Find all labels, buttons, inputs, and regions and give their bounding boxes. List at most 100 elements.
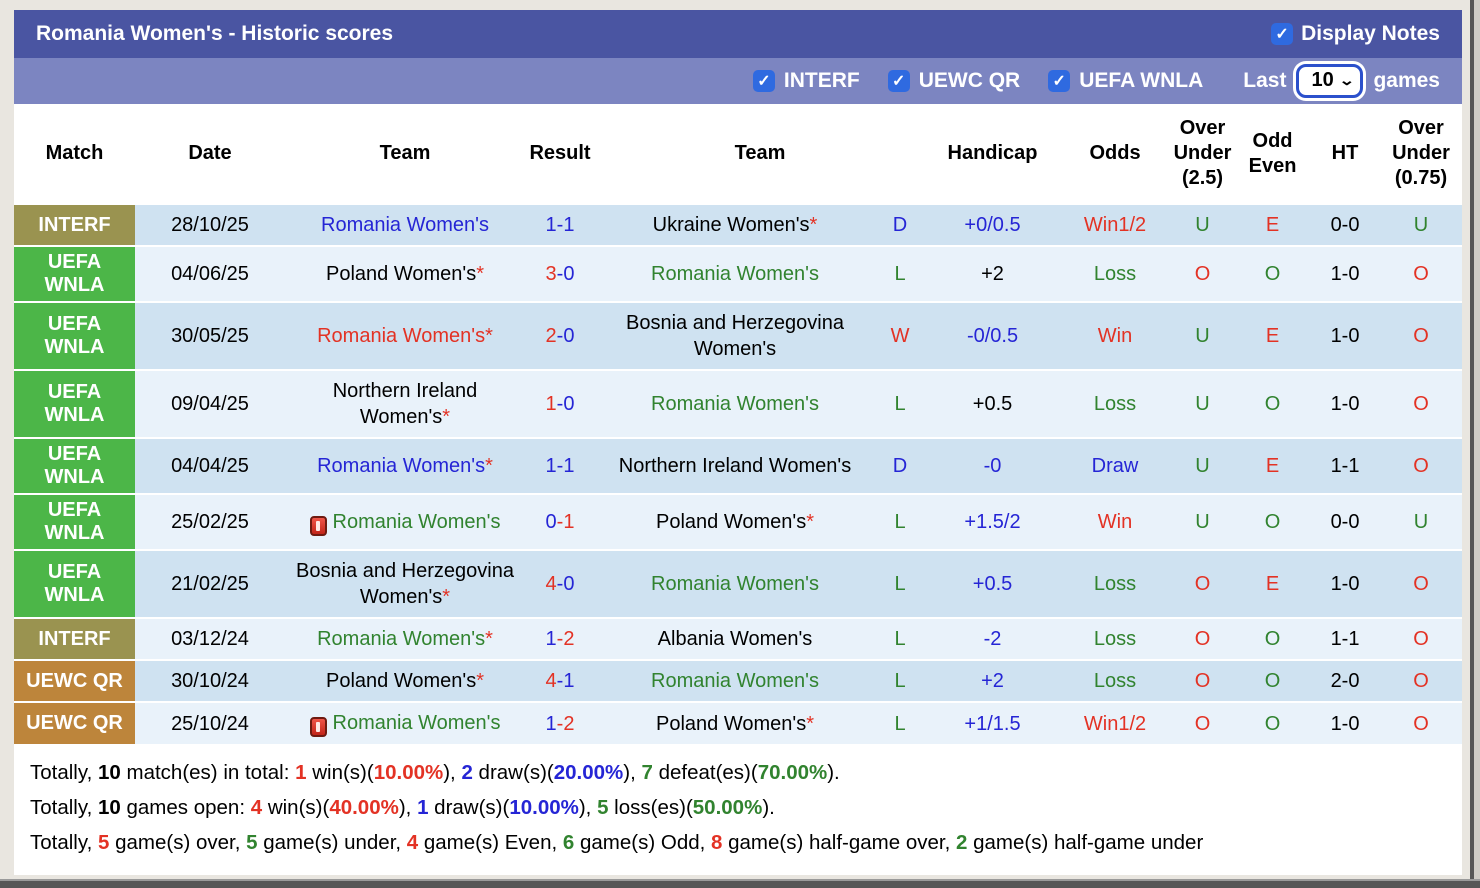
wdl-cell: D xyxy=(875,437,926,494)
home-team-cell: Romania Women's* xyxy=(285,437,525,494)
over-under-0-75-cell: U xyxy=(1380,493,1463,550)
summary-segment: games open: xyxy=(120,796,251,819)
competition-badge: UEFA WNLA xyxy=(14,493,135,550)
half-time-cell: 1-0 xyxy=(1310,701,1381,744)
home-asterisk: * xyxy=(809,214,818,236)
result-cell: 1-1 xyxy=(525,437,595,494)
window-edge-right xyxy=(1470,0,1474,888)
table-row: UEWC QR 30/10/24 Poland Women's* 4-1 Romania… xyxy=(14,659,1463,702)
table-row: UEFA WNLA 21/02/25 Bosnia and Herzegovina … xyxy=(14,549,1463,618)
odd-even-cell: E xyxy=(1235,437,1311,494)
odds-cell: Loss xyxy=(1060,617,1171,660)
table-header: Match Date Team Result Team Handicap Odds Over … xyxy=(14,104,1463,204)
summary-segment: 10.00% xyxy=(509,796,579,819)
wdl-cell: L xyxy=(875,493,926,550)
result-away-score: -1 xyxy=(556,511,575,533)
column-header: Over Under (0.75) xyxy=(1380,104,1463,204)
summary-segment: draw(s)( xyxy=(428,796,510,819)
result-home-score: 0 xyxy=(545,511,557,533)
home-asterisk: * xyxy=(806,712,814,735)
half-time-cell: 1-0 xyxy=(1310,245,1381,302)
table-row: UEWC QR 25/10/24 Romania Women's 1-2 Poland … xyxy=(14,701,1463,744)
result-home-score: 1 xyxy=(545,455,557,477)
summary-segment: 5 xyxy=(597,796,609,819)
result-home-score: 1 xyxy=(545,712,557,735)
over-under-2-5-cell: U xyxy=(1170,493,1236,550)
table-row: UEFA WNLA 04/06/25 Poland Women's* 3-0 Roman… xyxy=(14,245,1463,302)
home-team-cell: Poland Women's* xyxy=(285,245,525,302)
summary-line-open: Totally, 10 games open: 4 win(s)(40.00%)… xyxy=(30,791,1458,826)
match-date: 30/05/25 xyxy=(135,301,285,370)
filter-interf: ✓ INTERF xyxy=(752,69,860,93)
team-name: Romania Women's xyxy=(332,712,501,734)
handicap-cell: -2 xyxy=(925,617,1061,660)
wdl-cell: L xyxy=(875,245,926,302)
home-asterisk: * xyxy=(476,263,484,285)
match-date: 04/06/25 xyxy=(135,245,285,302)
summary-segment: ), xyxy=(443,761,462,784)
filter-bar: ✓ INTERF ✓ UEWC QR ✓ UEFA WNLA Last 10 ⌄… xyxy=(14,58,1462,104)
uefa-wnla-checkbox[interactable]: ✓ xyxy=(1048,70,1071,92)
over-under-0-75-cell: O xyxy=(1380,549,1463,618)
result-away-score: -2 xyxy=(556,628,575,650)
competition-badge: UEFA WNLA xyxy=(14,437,135,494)
over-under-2-5-cell: O xyxy=(1170,659,1236,702)
half-time-cell: 1-0 xyxy=(1310,369,1381,438)
half-time-cell: 0-0 xyxy=(1310,493,1381,550)
result-home-score: 1 xyxy=(545,214,557,236)
odd-even-cell: O xyxy=(1235,493,1311,550)
handicap-cell: +1/1.5 xyxy=(925,701,1061,744)
half-time-cell: 0-0 xyxy=(1310,203,1381,246)
display-notes-checkbox[interactable]: ✓ xyxy=(1271,23,1294,45)
summary-segment: defeat(es)( xyxy=(652,761,758,784)
result-away-score: -0 xyxy=(556,325,575,347)
summary-segment: loss(es)( xyxy=(608,796,693,819)
home-team-cell: Romania Women's* xyxy=(285,301,525,370)
summary-segment: 50.00% xyxy=(692,796,763,819)
match-date: 30/10/24 xyxy=(135,659,285,702)
team-name: Bosnia and Herzegovina Women's xyxy=(296,560,514,608)
handicap-cell: +0.5 xyxy=(925,549,1061,618)
home-team-cell: Romania Women's xyxy=(285,203,525,246)
column-header: HT xyxy=(1310,104,1381,204)
summary-segment: 2 xyxy=(956,831,968,854)
team-name: Ukraine Women's xyxy=(652,214,810,236)
result-away-score: -0 xyxy=(556,393,575,415)
summary-segment: 4 xyxy=(250,796,263,819)
team-name: Bosnia and Herzegovina Women's xyxy=(626,312,844,360)
result-away-score: -0 xyxy=(556,263,575,285)
home-asterisk: * xyxy=(485,325,493,347)
summary-segment: win(s)( xyxy=(262,796,330,819)
games-count-select[interactable]: 10 ⌄ xyxy=(1296,64,1364,98)
over-under-0-75-cell: O xyxy=(1380,437,1463,494)
result-away-score: -1 xyxy=(556,455,575,477)
odds-cell: Loss xyxy=(1060,659,1171,702)
interf-checkbox[interactable]: ✓ xyxy=(752,70,775,92)
odd-even-cell: O xyxy=(1235,245,1311,302)
result-home-score: 1 xyxy=(545,628,557,650)
column-header: Odds xyxy=(1060,104,1171,204)
odds-cell: Loss xyxy=(1060,549,1171,618)
table-row: INTERF 28/10/25 Romania Women's 1-1 Ukraine … xyxy=(14,203,1463,246)
over-under-2-5-cell: O xyxy=(1170,549,1236,618)
historic-scores-table: Match Date Team Result Team Handicap Odds Over … xyxy=(14,104,1463,744)
home-asterisk: * xyxy=(476,670,484,692)
summary-segment: ), xyxy=(398,796,418,819)
over-under-2-5-cell: U xyxy=(1170,301,1236,370)
half-time-cell: 1-1 xyxy=(1310,437,1381,494)
window-edge-bottom xyxy=(0,879,1480,888)
odd-even-cell: E xyxy=(1235,203,1311,246)
home-team-cell: Romania Women's xyxy=(285,701,525,744)
column-header: Date xyxy=(135,104,285,204)
odd-even-cell: O xyxy=(1235,369,1311,438)
summary-segment: ). xyxy=(762,796,775,819)
away-team-cell: Romania Women's xyxy=(595,549,875,618)
summary-segment: Totally, xyxy=(30,796,98,819)
odds-cell: Win1/2 xyxy=(1060,203,1171,246)
uewc-qr-checkbox[interactable]: ✓ xyxy=(887,70,910,92)
result-away-score: -0 xyxy=(556,573,575,595)
games-count-value: 10 xyxy=(1311,69,1334,91)
half-time-cell: 2-0 xyxy=(1310,659,1381,702)
away-team-cell: Northern Ireland Women's xyxy=(595,437,875,494)
handicap-cell: -0/0.5 xyxy=(925,301,1061,370)
